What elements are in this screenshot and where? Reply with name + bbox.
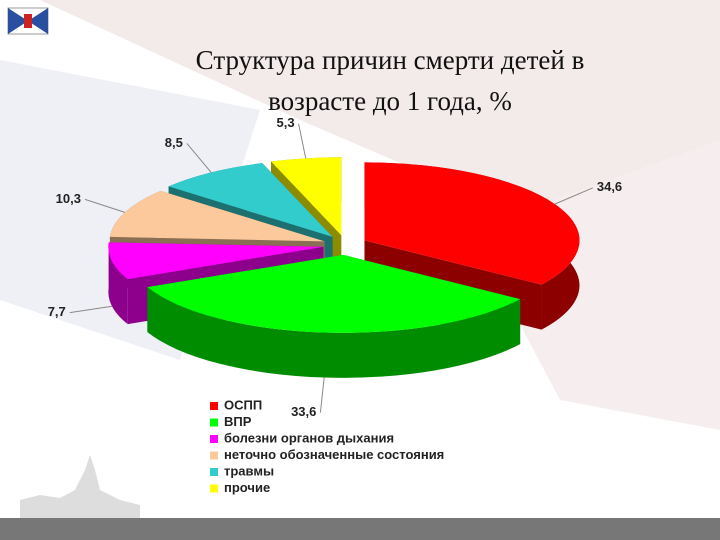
legend-label: неточно обозначенные состояния <box>224 447 444 462</box>
slice-top <box>109 190 325 242</box>
leader-line <box>69 305 113 314</box>
legend-label: болезни органов дыхания <box>224 430 394 445</box>
legend-swatch <box>210 484 218 493</box>
leader-line <box>84 198 126 213</box>
legend-swatch <box>210 402 218 410</box>
legend-label: ОСПП <box>224 397 262 412</box>
slice-top <box>147 254 521 333</box>
data-label: 7,7 <box>48 304 66 319</box>
legend-swatch <box>210 468 218 476</box>
legend-label: прочие <box>224 480 270 495</box>
slice-top <box>168 163 333 237</box>
leader-line <box>319 377 325 413</box>
slice-top <box>271 157 342 236</box>
data-label: 34,6 <box>597 179 622 194</box>
legend-swatch <box>210 418 218 427</box>
slice-top <box>108 242 324 280</box>
footer-bar <box>0 518 720 540</box>
leader-line <box>298 123 307 159</box>
legend-label: травмы <box>224 463 274 478</box>
data-label: 33,6 <box>291 404 316 419</box>
logo <box>7 7 49 35</box>
skyline <box>20 455 140 518</box>
slice-side <box>108 242 128 325</box>
legend-swatch <box>210 451 218 460</box>
leader-line <box>186 143 212 173</box>
legend-label: ВПР <box>224 414 252 429</box>
data-label: 8,5 <box>165 135 183 150</box>
chart-title: Структура причин смерти детей в возрасте… <box>195 45 585 116</box>
slice <box>147 254 521 378</box>
data-label: 10,3 <box>56 191 81 206</box>
leader-line <box>554 187 594 205</box>
slice-top <box>364 162 580 285</box>
data-label: 5,3 <box>277 115 295 130</box>
legend-swatch <box>210 435 218 443</box>
slice-side <box>147 287 521 378</box>
